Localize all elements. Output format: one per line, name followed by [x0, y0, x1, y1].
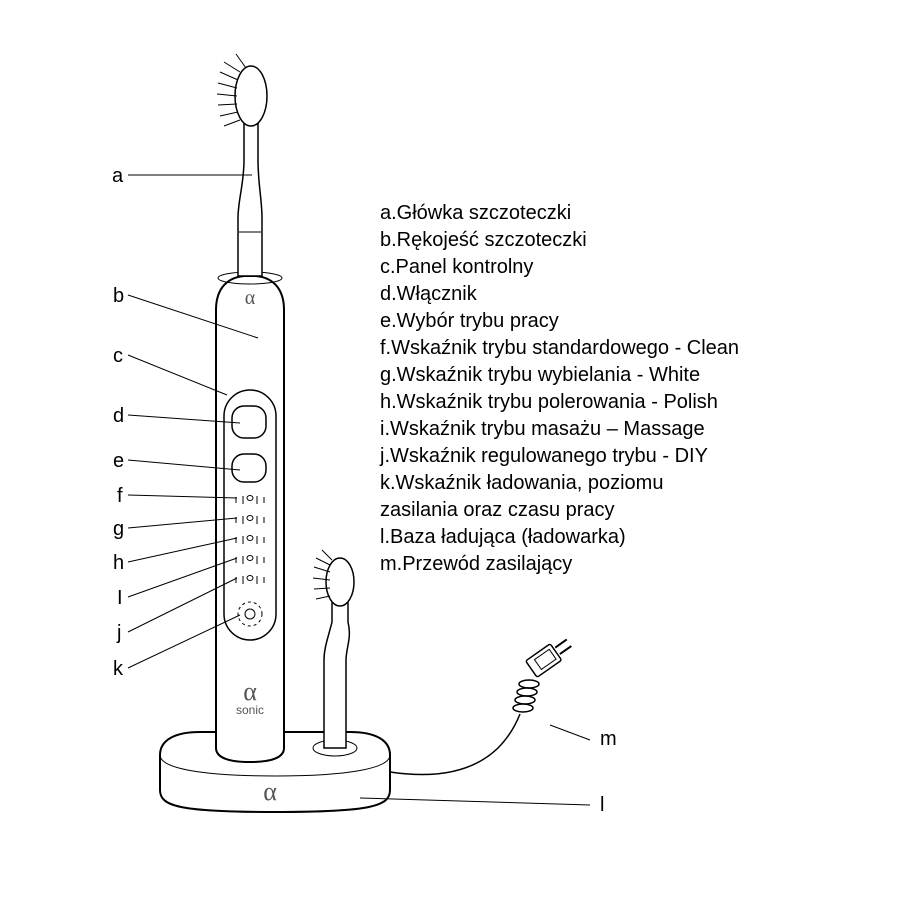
callout-g: g [113, 518, 124, 541]
callout-b: b [113, 285, 124, 308]
callout-k: k [113, 658, 123, 681]
toothbrush: α [216, 54, 284, 762]
callout-h: h [113, 552, 124, 575]
svg-text:α: α [245, 287, 256, 309]
spare-brush-head [313, 550, 357, 756]
callout-l: l [600, 794, 604, 817]
callout-i: I [117, 587, 123, 610]
callout-j: j [117, 622, 121, 645]
svg-text:α: α [243, 677, 257, 706]
callout-f: f [117, 485, 123, 508]
callout-d: d [113, 405, 124, 428]
leader-lines-right [360, 725, 590, 805]
diagram-svg: α [0, 0, 900, 900]
svg-text:α: α [263, 777, 277, 806]
diagram-canvas: a.Główka szczoteczki b.Rękojeść szczotec… [0, 0, 900, 900]
logo-sonic: sonic [236, 703, 264, 717]
callout-c: c [113, 345, 123, 368]
power-cord [390, 635, 575, 775]
callout-a: a [112, 165, 123, 188]
callout-m: m [600, 728, 617, 751]
callout-e: e [113, 450, 124, 473]
